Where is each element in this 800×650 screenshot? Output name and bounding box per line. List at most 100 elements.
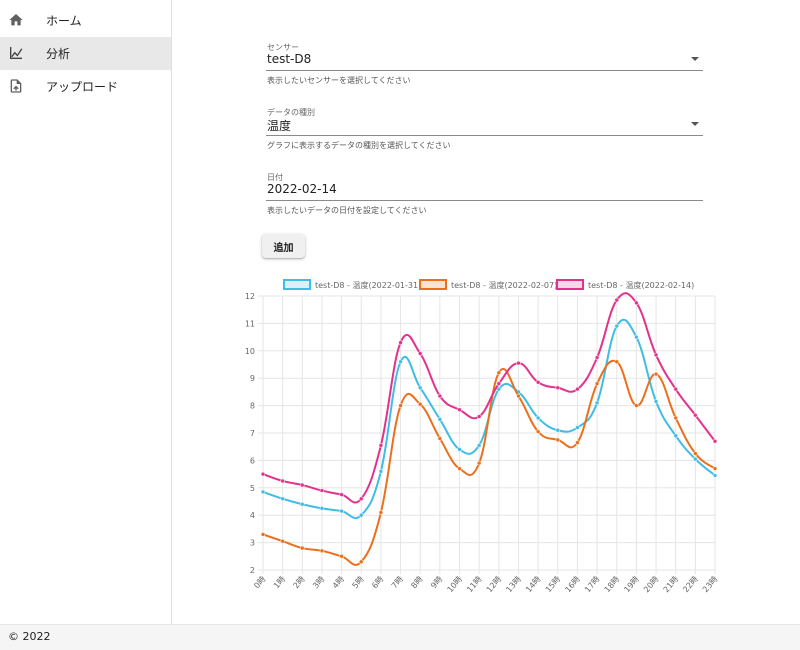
data-point	[673, 415, 678, 421]
x-tick-label: 6時	[370, 575, 385, 591]
data-point	[653, 352, 659, 358]
data-point	[260, 471, 266, 477]
data-type-value[interactable]: 温度	[267, 119, 292, 133]
series-line	[262, 292, 716, 504]
data-point	[359, 512, 364, 518]
sidebar-item-label: ホーム	[46, 14, 82, 28]
x-tick-label: 23時	[701, 575, 720, 595]
x-tick-label: 21時	[662, 575, 681, 595]
data-point	[555, 385, 561, 391]
data-point	[594, 355, 600, 360]
data-point	[339, 492, 344, 497]
y-tick-label: 2	[250, 566, 255, 575]
data-type-label: データの種別	[267, 108, 315, 117]
add-button[interactable]: 追加	[262, 234, 305, 258]
data-point	[398, 359, 403, 365]
data-point	[476, 460, 482, 466]
data-point	[280, 496, 285, 502]
legend-swatch	[419, 279, 447, 290]
sidebar-item-home[interactable]: ホーム	[0, 4, 171, 37]
y-tick-label: 6	[250, 456, 255, 465]
data-point	[476, 443, 482, 448]
x-tick-label: 10時	[445, 575, 464, 595]
dropdown-arrow-icon[interactable]	[691, 57, 699, 61]
data-point	[260, 489, 266, 495]
y-tick-label: 10	[245, 347, 255, 356]
home-icon	[9, 14, 23, 26]
sidebar-item-label: アップロード	[46, 80, 119, 94]
x-tick-label: 22時	[681, 575, 700, 595]
series-line	[262, 359, 716, 566]
x-tick-label: 19時	[622, 575, 641, 595]
field-underline	[266, 70, 703, 71]
field-underline	[266, 135, 703, 136]
data-point	[693, 451, 698, 456]
sensor-label: センサー	[267, 43, 299, 52]
x-tick-label: 20時	[642, 575, 661, 595]
sensor-select[interactable]: センサー test-D8 表示したいセンサーを選択してください	[266, 42, 703, 90]
x-tick-label: 2時	[292, 575, 307, 591]
data-point	[476, 414, 482, 419]
x-tick-label: 16時	[563, 575, 582, 595]
data-point	[693, 412, 698, 418]
data-point	[300, 545, 305, 551]
data-point	[417, 351, 423, 356]
data-point	[437, 417, 443, 422]
data-point	[437, 393, 443, 399]
data-point	[359, 559, 364, 565]
data-point	[457, 466, 462, 471]
x-tick-label: 15時	[544, 575, 563, 595]
field-underline	[266, 200, 703, 201]
sidebar-item-analytics[interactable]: 分析	[0, 37, 171, 70]
data-point	[594, 381, 600, 386]
data-point	[417, 401, 423, 407]
date-helper-text: 表示したいデータの日付を設定してください	[267, 206, 427, 215]
data-point	[339, 508, 344, 514]
data-point	[673, 433, 678, 438]
data-point	[634, 403, 639, 408]
footer: © 2022	[0, 624, 800, 650]
date-label: 日付	[267, 173, 283, 182]
data-point	[516, 393, 521, 399]
copyright-text: © 2022	[8, 630, 51, 643]
data-point	[575, 425, 580, 430]
legend-swatch	[283, 279, 311, 290]
data-point	[614, 323, 619, 329]
data-type-select[interactable]: データの種別 温度 グラフに表示するデータの種別を選択してください	[266, 107, 703, 155]
data-point	[398, 403, 403, 408]
data-point	[319, 506, 325, 511]
upload-file-icon	[10, 79, 22, 93]
data-point	[378, 443, 384, 448]
dropdown-arrow-icon[interactable]	[691, 122, 699, 126]
data-point	[496, 370, 502, 375]
y-tick-label: 12	[245, 292, 255, 301]
data-point	[634, 300, 639, 306]
x-tick-label: 0時	[252, 575, 267, 591]
data-point	[378, 469, 384, 474]
sensor-value[interactable]: test-D8	[267, 52, 312, 66]
data-point	[535, 380, 541, 385]
x-tick-label: 18時	[603, 575, 622, 595]
y-tick-label: 7	[250, 429, 255, 438]
x-tick-label: 11時	[465, 575, 484, 595]
x-tick-label: 13時	[504, 575, 523, 595]
data-point	[378, 510, 384, 515]
x-tick-label: 3時	[311, 575, 326, 591]
x-tick-label: 17時	[583, 575, 602, 595]
date-field[interactable]: 日付 2022-02-14 表示したいデータの日付を設定してください	[266, 172, 703, 220]
data-point	[653, 399, 659, 404]
sidebar-item-upload[interactable]: アップロード	[0, 70, 171, 103]
data-point	[535, 429, 541, 434]
legend-label: test-D8 - 温度(2022-02-14)	[588, 280, 694, 290]
date-value[interactable]: 2022-02-14	[267, 182, 337, 196]
x-tick-label: 7時	[390, 575, 405, 591]
data-point	[575, 386, 580, 392]
x-tick-label: 1時	[272, 575, 287, 591]
sidebar-item-label: 分析	[46, 47, 71, 61]
x-tick-label: 5時	[350, 575, 365, 591]
data-point	[280, 478, 285, 484]
data-point	[280, 538, 285, 544]
data-point	[457, 407, 462, 412]
data-type-helper-text: グラフに表示するデータの種別を選択してください	[267, 141, 451, 150]
legend-label: test-D8 - 温度(2022-01-31)	[315, 280, 421, 290]
